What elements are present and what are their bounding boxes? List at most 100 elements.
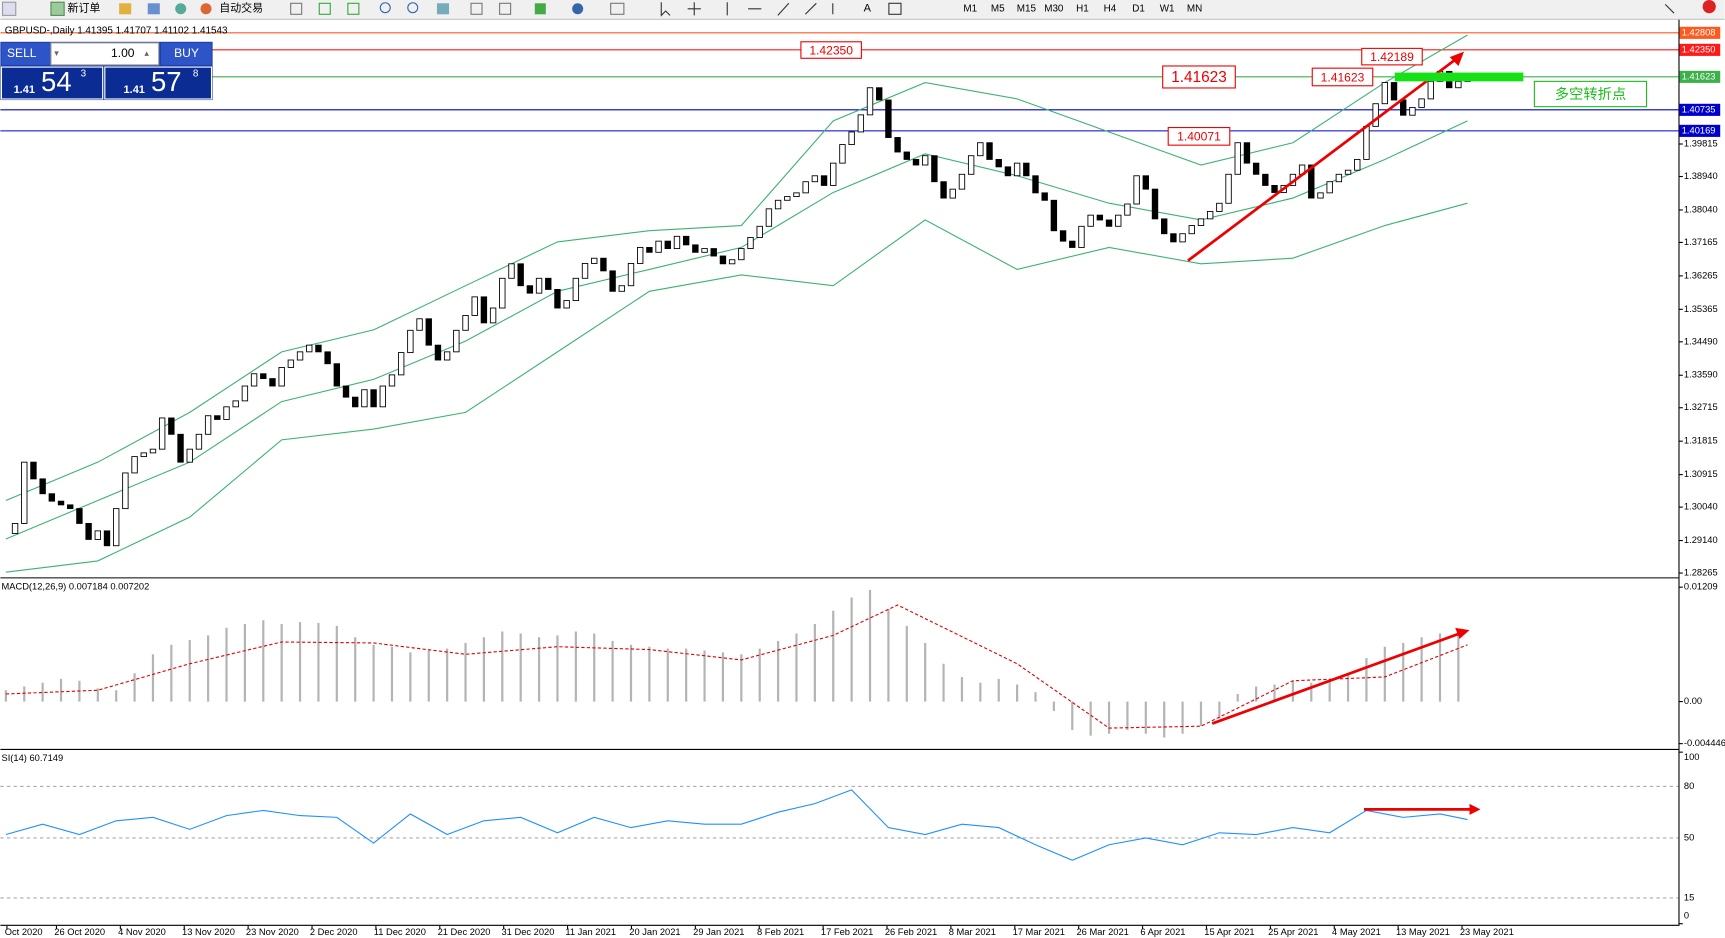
- level-label-bg: [1679, 124, 1721, 137]
- buy-pips[interactable]: 57: [151, 66, 182, 97]
- y-tick-label: 1.32715: [1684, 402, 1718, 412]
- icon-search[interactable]: [1664, 4, 1675, 14]
- buy-button[interactable]: [160, 42, 212, 65]
- candle: [508, 263, 515, 279]
- candle: [1455, 80, 1462, 89]
- buy-fraction[interactable]: 8: [193, 68, 199, 79]
- icon-zoom-out[interactable]: [407, 2, 419, 14]
- icon[interactable]: [470, 2, 483, 15]
- candle: [885, 99, 892, 138]
- candle: [940, 181, 947, 199]
- candle: [673, 235, 681, 250]
- icon-lines[interactable]: [726, 2, 834, 16]
- candle: [609, 270, 616, 292]
- candle: [1142, 175, 1150, 190]
- candle: [352, 396, 359, 408]
- candle: [1151, 188, 1159, 220]
- icon[interactable]: [175, 3, 187, 15]
- icon[interactable]: [318, 2, 331, 15]
- icon-text[interactable]: A: [864, 3, 872, 15]
- timeframe-button[interactable]: MN: [1187, 3, 1202, 14]
- icon[interactable]: [290, 2, 303, 15]
- sell-button[interactable]: [1, 42, 51, 65]
- sell-fraction[interactable]: 3: [81, 68, 87, 79]
- one-click-trading: SELL ▾ 1.00 ▴ BUY 1.41 54 3 1.41 57 8: [0, 41, 213, 101]
- y-tick-label: 1.33590: [1684, 370, 1718, 380]
- candle: [94, 530, 101, 540]
- sell-price-big[interactable]: 1.41: [14, 84, 35, 96]
- candle: [122, 472, 129, 510]
- timeframe-button[interactable]: H1: [1076, 3, 1089, 14]
- candle: [232, 400, 239, 408]
- candle: [407, 329, 414, 354]
- icon[interactable]: [347, 2, 360, 15]
- icon-zoom-in[interactable]: [379, 2, 391, 14]
- candle: [701, 248, 708, 253]
- timeframe-button[interactable]: D1: [1132, 3, 1145, 14]
- candle: [324, 351, 331, 365]
- auto-trade[interactable]: 自动交易: [219, 1, 263, 15]
- candle: [278, 367, 285, 387]
- candle: [1096, 214, 1104, 221]
- rsi-label: SI(14) 60.7149: [1, 753, 63, 763]
- candle: [1069, 240, 1076, 248]
- y-tick-label: -0.004446: [1684, 738, 1725, 748]
- annotations: 1.42350 1.41623 1.40071 1.41623 1.42189 多空转折点: [800, 41, 1648, 146]
- icon[interactable]: [147, 3, 160, 15]
- candle: [1326, 181, 1333, 194]
- y-tick-label: 1.30040: [1684, 502, 1718, 512]
- y-tick-label: 50: [1684, 832, 1694, 842]
- candle: [149, 448, 157, 454]
- annotation: 多空转折点: [1555, 86, 1626, 103]
- icon-new-order[interactable]: [50, 1, 65, 16]
- lot-input[interactable]: [50, 42, 160, 66]
- lot-down[interactable]: ▾: [54, 48, 59, 58]
- lot-up[interactable]: ▴: [144, 48, 149, 58]
- buy-label[interactable]: BUY: [174, 46, 199, 60]
- timeframe-button[interactable]: W1: [1160, 3, 1175, 14]
- buy-price-box[interactable]: [104, 66, 213, 100]
- candle: [1041, 192, 1048, 201]
- icon[interactable]: [610, 2, 625, 15]
- x-tick-label: 17 Feb 2021: [821, 927, 873, 937]
- timeframe-button[interactable]: H4: [1104, 3, 1117, 14]
- icon[interactable]: [119, 3, 132, 15]
- candle: [1161, 218, 1168, 235]
- y-tick-label: 100: [1684, 752, 1700, 762]
- icon[interactable]: [572, 3, 584, 15]
- candle: [830, 162, 837, 186]
- candle: [802, 181, 809, 194]
- timeframe-button[interactable]: M30: [1044, 3, 1064, 14]
- sell-label[interactable]: SELL: [7, 46, 37, 60]
- timeframe-button[interactable]: M5: [991, 3, 1005, 14]
- sell-pips[interactable]: 54: [41, 66, 72, 97]
- candle: [1390, 82, 1398, 101]
- x-tick-label: Oct 2020: [5, 927, 43, 937]
- y-tick-label: 0: [1684, 910, 1689, 920]
- candle: [443, 351, 451, 361]
- icon[interactable]: [436, 3, 450, 15]
- timeframe-button[interactable]: M15: [1017, 3, 1037, 14]
- icon-alert[interactable]: [1702, 0, 1716, 14]
- annotation: 1.42189: [1370, 50, 1414, 64]
- buy-price-big[interactable]: 1.41: [124, 84, 145, 96]
- candle: [967, 155, 975, 175]
- toolbar: [0, 0, 1725, 19]
- candle: [462, 315, 469, 331]
- icon-crosshair[interactable]: [687, 2, 701, 16]
- sell-price-box[interactable]: [0, 66, 104, 100]
- candle: [1372, 103, 1379, 127]
- icon[interactable]: [499, 2, 512, 15]
- icon-label[interactable]: [888, 2, 902, 15]
- candle: [784, 196, 791, 201]
- icon-cursor[interactable]: [660, 2, 671, 17]
- candle: [499, 277, 506, 309]
- icon[interactable]: [534, 3, 546, 15]
- timeframe-button[interactable]: M1: [963, 3, 977, 14]
- lot-value[interactable]: 1.00: [111, 46, 135, 60]
- candle: [591, 257, 598, 264]
- new-order[interactable]: 新订单: [67, 1, 100, 15]
- x-tick-label: 20 Jan 2021: [629, 927, 680, 937]
- icon-auto-trade[interactable]: [200, 3, 212, 15]
- icon[interactable]: [2, 1, 17, 16]
